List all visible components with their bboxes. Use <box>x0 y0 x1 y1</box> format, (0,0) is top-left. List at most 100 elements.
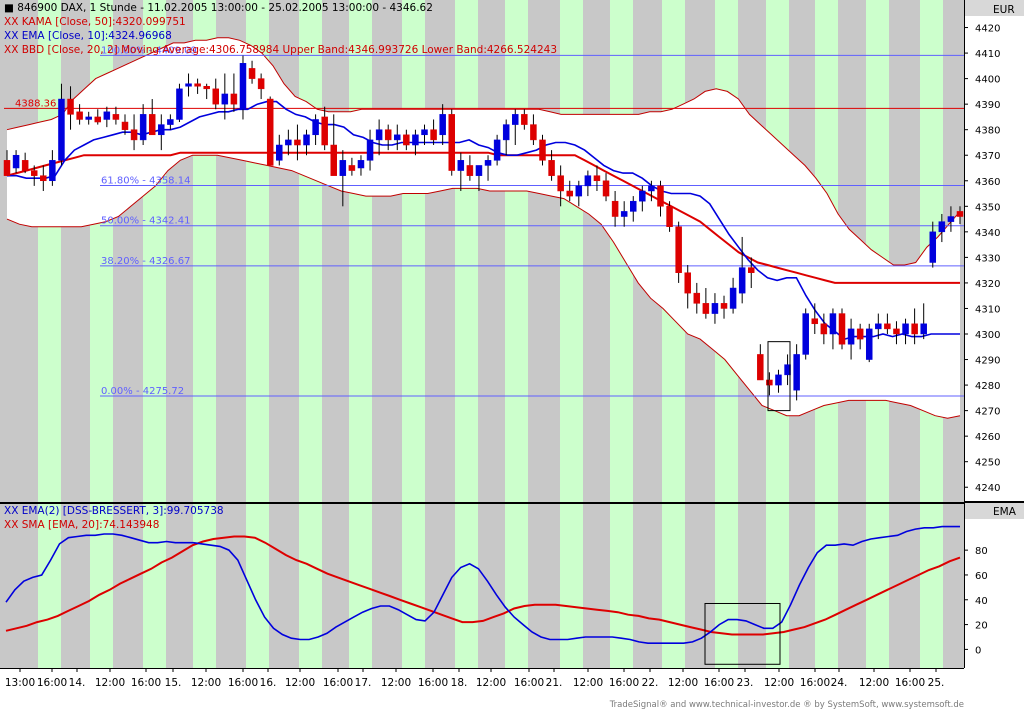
price-tick-label: 4350 <box>975 202 1000 213</box>
candlesticks <box>3 55 964 412</box>
candle <box>593 165 601 191</box>
bear-candle-body <box>820 323 828 335</box>
bear-candle-body <box>747 267 755 273</box>
bull-candle-body <box>239 63 247 110</box>
bull-candle-body <box>938 221 946 233</box>
chart-title: ■ 846900 DAX, 1 Stunde - 11.02.2005 13:0… <box>4 2 433 14</box>
candle <box>847 318 855 360</box>
candle <box>920 303 927 340</box>
bear-candle-body <box>602 180 610 197</box>
candle <box>466 155 474 181</box>
indicator-lines <box>6 100 960 340</box>
bear-candle-body <box>348 165 356 171</box>
bull-candle-body <box>639 190 646 202</box>
bear-candle-body <box>384 129 392 141</box>
bull-candle-body <box>421 129 428 136</box>
candle <box>12 150 20 174</box>
ema-line <box>7 100 960 340</box>
time-tick-label: 12:00 <box>191 677 221 689</box>
dss-legend: XX EMA(2) [DSS-BRESSERT, 3]:99.705738 <box>4 505 224 517</box>
footer-credit: TradeSignal® and www.technical-investor.… <box>609 700 964 710</box>
candle <box>67 86 74 130</box>
session-band <box>402 0 425 668</box>
bull-candle-body <box>512 114 519 125</box>
candle <box>666 201 673 232</box>
bull-candle-body <box>847 328 855 345</box>
bull-candle-body <box>802 313 809 355</box>
bull-candle-body <box>285 139 292 146</box>
candle <box>384 124 392 151</box>
bear-candle-body <box>212 88 220 105</box>
bull-candle-body <box>875 323 882 330</box>
bull-candle-body <box>158 124 165 136</box>
bear-candle-body <box>248 68 256 79</box>
candle <box>557 165 564 207</box>
candle <box>502 119 510 156</box>
time-tick-label: 16:00 <box>37 677 67 689</box>
time-tick-label: 12:00 <box>381 677 411 689</box>
time-tick-label: 16:00 <box>704 677 734 689</box>
osc-axis-header <box>965 503 1024 519</box>
time-tick-label: 16. <box>260 677 277 689</box>
candle <box>121 114 129 135</box>
time-tick-label: 15. <box>165 677 182 689</box>
resistance-label: 4388.36 <box>15 98 56 109</box>
candle <box>802 308 809 360</box>
candle <box>330 114 337 176</box>
time-tick-label: 16:00 <box>609 677 639 689</box>
bull-candle-body <box>103 111 111 120</box>
session-band <box>349 0 372 668</box>
candle <box>430 119 437 146</box>
session-band <box>455 0 478 668</box>
bear-candle-body <box>76 111 83 120</box>
candle <box>339 150 347 207</box>
candle <box>176 83 183 123</box>
candle <box>702 288 710 319</box>
bull-candle-body <box>366 139 374 161</box>
price-tick-label: 4240 <box>975 483 1000 494</box>
bear-candle-body <box>321 116 328 146</box>
panel-divider <box>0 502 964 504</box>
candle <box>40 165 47 191</box>
bull-candle-body <box>575 185 583 197</box>
bear-candle-body <box>67 98 74 115</box>
bull-candle-body <box>412 134 419 146</box>
candle <box>185 73 192 97</box>
bear-candle-body <box>666 206 673 227</box>
candle <box>675 221 682 283</box>
candle <box>493 134 501 166</box>
candle <box>457 152 465 191</box>
candle <box>693 282 701 314</box>
time-tick-label: 24. <box>831 677 848 689</box>
bollinger-band-area <box>6 37 961 419</box>
candle <box>875 313 882 340</box>
bull-candle-body <box>49 160 56 182</box>
osc-highlight-box <box>704 602 781 665</box>
osc-tick-label: 0 <box>975 645 981 656</box>
time-axis-bg <box>0 668 964 700</box>
time-tick-label: 12:00 <box>859 677 889 689</box>
bear-candle-body <box>884 323 891 330</box>
oscillator-panel <box>0 502 964 665</box>
candle <box>856 323 864 350</box>
time-tick-label: 13:00 <box>5 677 35 689</box>
price-panel-label: EUR <box>993 4 1015 16</box>
osc-tick-label: 80 <box>975 546 988 557</box>
candle <box>911 308 918 345</box>
price-tick-label: 4330 <box>975 253 1000 264</box>
bull-candle-body <box>738 267 746 294</box>
candle <box>639 185 646 212</box>
bear-candle-body <box>448 114 455 171</box>
candle <box>521 109 528 130</box>
candle <box>512 109 519 146</box>
bear-candle-body <box>539 139 546 161</box>
candle <box>484 155 492 181</box>
price-tick-label: 4410 <box>975 49 1000 60</box>
bull-candle-body <box>793 354 800 391</box>
time-tick-label: 12:00 <box>95 677 125 689</box>
bear-candle-body <box>330 144 337 176</box>
session-band <box>560 0 583 668</box>
candle <box>421 124 428 146</box>
candle <box>929 221 937 268</box>
